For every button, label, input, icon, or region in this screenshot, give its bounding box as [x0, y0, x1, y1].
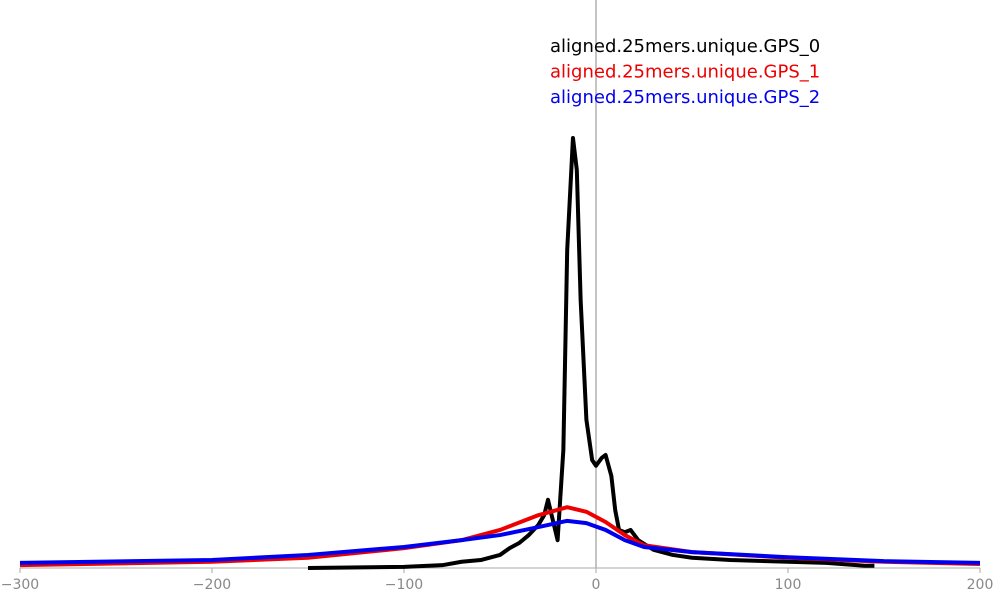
- x-tick-label: −300: [1, 577, 39, 593]
- legend-entry: aligned.25mers.unique.GPS_1: [550, 62, 820, 83]
- legend-entry: aligned.25mers.unique.GPS_2: [550, 87, 820, 108]
- x-tick-label: 0: [592, 577, 601, 593]
- legend-entry: aligned.25mers.unique.GPS_0: [550, 36, 820, 57]
- x-tick-label: 100: [775, 577, 802, 593]
- x-tick-label: −100: [385, 577, 423, 593]
- series-line: [19, 518, 981, 565]
- x-tick-label: 200: [967, 577, 994, 593]
- x-tick-label: −200: [193, 577, 231, 593]
- series-line: [307, 136, 875, 570]
